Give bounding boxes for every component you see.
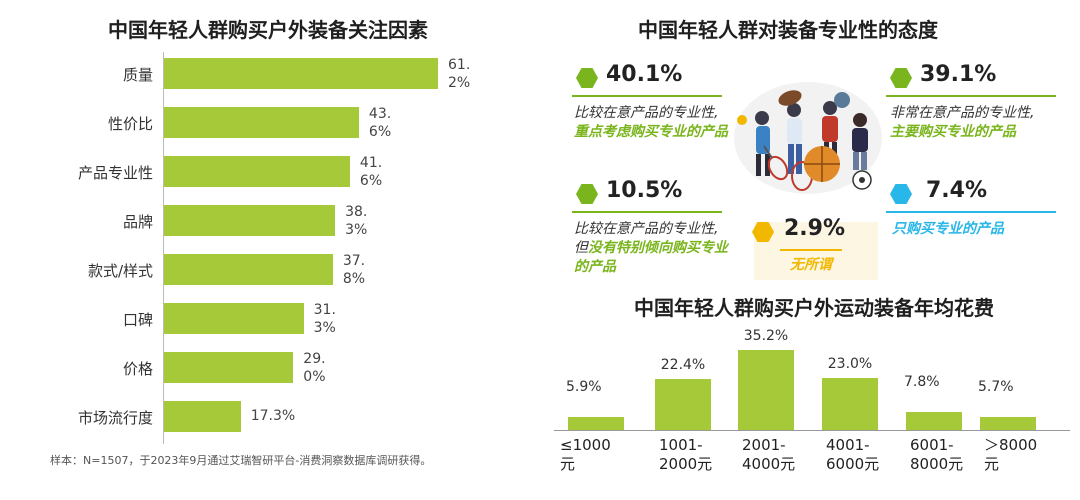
- attitude-desc-2: 非常在意产品的专业性, 主要购买专业的产品: [890, 105, 1035, 140]
- category-label: 口碑: [122, 311, 153, 329]
- bar: [163, 205, 336, 236]
- x-tick-label: 2001-4000元: [742, 436, 796, 473]
- footnote: 样本：N=1507，于2023年9月通过艾瑞智研平台-消费洞察数据库调研获得。: [50, 454, 432, 467]
- category-label: 品牌: [122, 213, 153, 231]
- value-label: 41.6%: [359, 155, 383, 189]
- left-bar-chart: 质量 61.2% 性价比 43.6% 产品专业性 41.6% 品牌 38.3% 款式/样式 37.…: [0, 0, 540, 444]
- value-label: 38.3%: [345, 204, 368, 238]
- value-label: 23.0%: [827, 355, 873, 372]
- attitude-pct-1: 40.1%: [606, 62, 683, 87]
- bar: [655, 379, 711, 430]
- hexagon-icon: [752, 222, 774, 242]
- attitude-desc-3: 比较在意产品的专业性, 但没有特别倾向购买专业的产品: [574, 221, 728, 275]
- x-axis-line: [554, 430, 1070, 431]
- attitude-desc-1: 比较在意产品的专业性, 重点考虑购买专业的产品: [574, 105, 728, 140]
- category-label: 产品专业性: [77, 164, 153, 182]
- underline: [780, 249, 842, 251]
- value-label: 7.8%: [904, 374, 940, 391]
- category-label: 市场流行度: [77, 409, 153, 427]
- neutral-box: [754, 222, 878, 280]
- bar: [163, 303, 304, 334]
- attitude-desc-5: 只购买专业的产品: [892, 221, 1004, 237]
- sports-illustration: [732, 80, 884, 199]
- value-label: 35.2%: [743, 328, 789, 344]
- y-axis-line: [163, 52, 164, 444]
- category-label: 质量: [122, 66, 153, 84]
- bar: [738, 350, 794, 430]
- attitude-pct-2: 39.1%: [920, 62, 997, 87]
- hexagon-icon: [576, 68, 598, 88]
- value-label: 5.9%: [566, 378, 602, 395]
- attitude-pct-3: 10.5%: [606, 178, 683, 203]
- value-label: 43.6%: [368, 106, 392, 140]
- bar: [568, 416, 624, 430]
- x-tick-label: 4001-6000元: [826, 436, 880, 473]
- bar: [163, 401, 241, 432]
- hexagon-icon: [890, 68, 912, 88]
- underline: [886, 95, 1056, 97]
- category-label: 性价比: [107, 115, 153, 133]
- bar: [906, 412, 962, 430]
- x-tick-label: ＞8000元: [984, 436, 1038, 473]
- underline: [572, 211, 722, 213]
- underline: [572, 95, 722, 97]
- value-label: 29.0%: [303, 351, 326, 385]
- value-label: 31.3%: [313, 302, 336, 336]
- category-label: 价格: [122, 360, 153, 378]
- bar: [822, 377, 878, 430]
- attitude-pct-5: 7.4%: [926, 178, 988, 203]
- bar: [163, 107, 359, 138]
- value-label: 5.7%: [978, 379, 1014, 396]
- value-label: 61.2%: [448, 57, 471, 91]
- bar: [980, 417, 1036, 430]
- hexagon-icon: [890, 184, 912, 204]
- underline: [886, 211, 1056, 213]
- x-tick-label: 1001-2000元: [659, 436, 713, 473]
- left-chart-title: 中国年轻人群购买户外装备关注因素: [108, 18, 428, 42]
- value-label: 17.3%: [250, 408, 296, 424]
- bottom-bar-chart: 5.9% ≤1000元 22.4% 1001-2000元 35.2% 2001-4000元…: [540, 320, 1080, 500]
- attitude-desc-4: 无所谓: [790, 257, 832, 273]
- attitude-pct-4: 2.9%: [784, 216, 846, 241]
- value-label: 22.4%: [660, 357, 706, 374]
- bar: [163, 58, 438, 89]
- attitude-title: 中国年轻人群对装备专业性的态度: [638, 18, 938, 42]
- bottom-chart-title: 中国年轻人群购买户外运动装备年均花费: [634, 296, 994, 320]
- hexagon-icon: [576, 184, 598, 204]
- category-label: 款式/样式: [87, 262, 153, 280]
- x-tick-label: 6001-8000元: [910, 436, 964, 473]
- bar: [163, 352, 294, 383]
- bar: [163, 254, 333, 285]
- x-tick-label: ≤1000元: [560, 436, 611, 473]
- bar: [163, 156, 350, 187]
- value-label: 37.8%: [342, 253, 366, 287]
